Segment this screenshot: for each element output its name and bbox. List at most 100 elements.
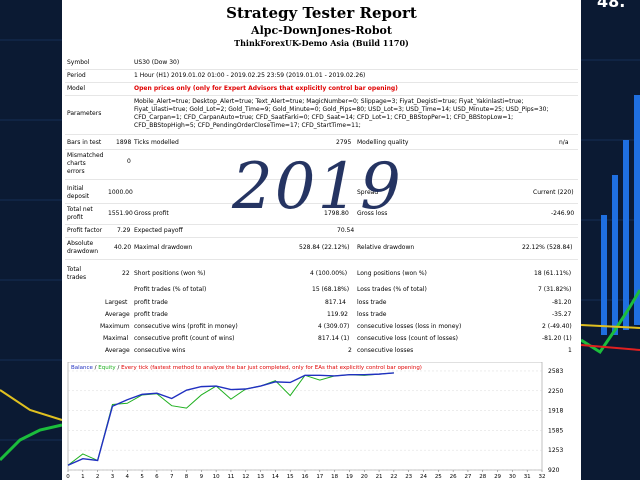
value: 40.20 (114, 244, 132, 251)
label3: consecutive losses (loss in money) (357, 323, 462, 330)
label2: Expected payoff (134, 227, 183, 234)
label: Mismatched (67, 152, 104, 159)
row-total-trades: Total trades 22 Short positions (won %) … (62, 266, 581, 282)
y-tick-label: 1253 (548, 447, 563, 454)
value: 1000.00 (108, 189, 133, 196)
value2: 817.14 (325, 299, 346, 306)
label2: profit trade (134, 299, 168, 306)
value3: -35.27 (552, 311, 572, 318)
label2: Short positions (won %) (134, 270, 206, 277)
label3: Spread (357, 189, 379, 196)
x-tick-label: 7 (170, 474, 174, 480)
label: Profit factor (67, 227, 103, 234)
x-tick-label: 21 (376, 474, 383, 480)
report-server: ThinkForexUK-Demo Asia (Build 1170) (234, 38, 409, 48)
x-tick-label: 9 (200, 474, 204, 480)
value2: 70.54 (337, 227, 355, 234)
row-parameters: Parameters Mobile_Alert=true; Desktop_Al… (62, 98, 581, 134)
label: Parameters (67, 110, 102, 117)
label2: consecutive wins (134, 347, 186, 354)
value: US30 (Dow 30) (134, 59, 180, 66)
x-tick-label: 19 (346, 474, 353, 480)
x-tick-label: 30 (509, 474, 516, 480)
value2: 119.92 (327, 311, 348, 318)
row-mismatched: Mismatched charts errors 0 (62, 152, 581, 176)
report-title: Strategy Tester Report (226, 4, 417, 22)
strategy-report: Strategy Tester Report Alpc-DownJones-Ro… (62, 0, 581, 480)
label: charts (67, 160, 86, 167)
y-tick-label: 920 (548, 467, 560, 474)
x-tick-label: 23 (405, 474, 412, 480)
legend-sep: / (116, 365, 121, 371)
price-label: 48. (597, 0, 626, 11)
label: deposit (67, 193, 90, 200)
value2: 2795 (336, 139, 352, 146)
value: 1551.90 (108, 210, 133, 217)
year-watermark: 2019 (232, 150, 403, 224)
background-bars (601, 95, 640, 335)
label: Average (105, 347, 130, 354)
label2: profit trade (134, 311, 168, 318)
value3: 18 (61.11%) (534, 270, 572, 277)
x-tick-label: 31 (524, 474, 531, 480)
legend-sep: / (93, 365, 98, 371)
x-tick-label: 8 (185, 474, 189, 480)
label: trades (67, 274, 87, 281)
value2: 15 (68.18%) (312, 286, 350, 293)
x-tick-label: 14 (272, 474, 279, 480)
x-tick-label: 11 (227, 474, 234, 480)
label2: Maximal drawdown (134, 244, 193, 251)
label3: loss trade (357, 299, 387, 306)
y-axis-ticks: 920 1253 1585 1918 2250 2583 (548, 368, 563, 474)
row-net-profit: Total net profit 1551.90 Gross profit 17… (62, 206, 581, 222)
x-tick-label: 2 (96, 474, 100, 480)
value3: -81.20 (552, 299, 572, 306)
x-tick-label: 27 (464, 474, 471, 480)
label2: Profit trades (% of total) (134, 286, 207, 293)
label3: Long positions (won %) (357, 270, 427, 277)
legend-equity: Equity (98, 365, 116, 371)
label3: Modelling quality (357, 139, 409, 146)
value2: 1798.80 (324, 210, 349, 217)
value: Open prices only (only for Expert Adviso… (134, 85, 398, 92)
x-tick-label: 29 (494, 474, 501, 480)
label: profit (67, 214, 83, 221)
x-tick-label: 6 (155, 474, 159, 480)
value3: 22.12% (528.84) (522, 244, 573, 251)
label3: Loss trades (% of total) (357, 286, 427, 293)
svg-text:Balance / Equity / Every tick: Balance / Equity / Every tick (fastest m… (71, 365, 422, 371)
value3: 1 (568, 347, 572, 354)
x-tick-label: 18 (331, 474, 338, 480)
x-tick-label: 5 (140, 474, 144, 480)
x-tick-label: 32 (539, 474, 546, 480)
x-tick-label: 20 (361, 474, 368, 480)
y-tick-label: 2583 (548, 368, 563, 375)
balance-line (67, 372, 394, 466)
label2: Gross profit (134, 210, 169, 217)
x-tick-label: 1 (81, 474, 85, 480)
x-tick-label: 13 (257, 474, 264, 480)
value3: 7 (31.82%) (538, 286, 572, 293)
value3: n/a (559, 139, 569, 146)
label: Absolute (67, 240, 94, 247)
label3: Gross loss (357, 210, 388, 217)
label: Symbol (67, 59, 90, 66)
value: 7.29 (117, 227, 131, 234)
x-axis-ticks: 0 1 2 3 4 5 6 7 8 9 10 11 12 13 14 15 16 17 18 19 20 21 22 23 24… (66, 470, 546, 480)
label: Average (105, 311, 130, 318)
x-tick-label: 25 (435, 474, 442, 480)
value: 1898 (116, 139, 132, 146)
label3: loss trade (357, 311, 387, 318)
value3: -81.20 (1) (542, 335, 572, 342)
y-tick-label: 1918 (548, 408, 563, 415)
label3: consecutive losses (357, 347, 414, 354)
param-line: Fiyat_Ulasti=true; Gold_Lot=2; Gold_Time… (134, 106, 549, 113)
label: Model (67, 85, 86, 92)
value2: 4 (309.07) (318, 323, 350, 330)
legend-note: Every tick (fastest method to analyze th… (121, 365, 422, 371)
label3: Relative drawdown (357, 244, 415, 251)
param-line: Mobile_Alert=true; Desktop_Alert=true; T… (134, 98, 524, 105)
label: drawdown (67, 248, 99, 255)
label: Period (67, 72, 86, 79)
